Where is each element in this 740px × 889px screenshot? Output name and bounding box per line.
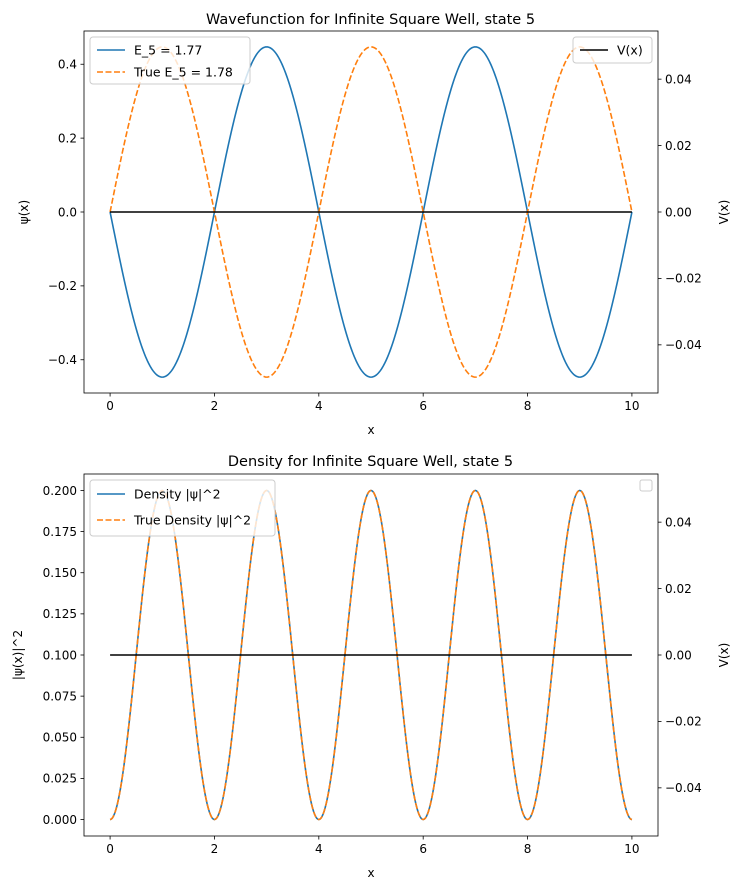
x-tick-label: 2 — [211, 399, 219, 413]
y-axis-right-label: V(x) — [717, 200, 731, 225]
y-tick-label: 0.000 — [43, 813, 77, 827]
x-tick-label: 6 — [419, 399, 427, 413]
legend-entry: True E_5 = 1.78 — [133, 65, 233, 80]
y-tick-label: 0.150 — [43, 566, 77, 580]
series-line-computed — [109, 46, 633, 378]
y-axis-label: |ψ(x)|^2 — [11, 630, 25, 680]
y-tick-label: 0.025 — [43, 772, 77, 786]
y-axis-right: −0.04 −0.02 0.00 0.02 0.04 — [658, 515, 702, 795]
y-tick-label: 0.200 — [43, 484, 77, 498]
x-tick-label: 10 — [624, 399, 639, 413]
y-right-tick-label: 0.00 — [665, 205, 692, 219]
y-tick-label: 0.175 — [43, 525, 77, 539]
y-right-tick-label: −0.02 — [665, 715, 702, 729]
y-tick-label: 0.100 — [43, 648, 77, 662]
y-axis-label: ψ(x) — [17, 200, 31, 224]
legend-box — [89, 479, 276, 537]
x-tick-label: 4 — [315, 399, 323, 413]
series-lines — [109, 489, 633, 821]
x-tick-label: 8 — [524, 842, 532, 856]
legend-left: Density |ψ|^2 True Density |ψ|^2 — [89, 479, 276, 537]
series-lines — [109, 46, 633, 378]
y-axis-right: −0.04 −0.02 0.00 0.02 0.04 — [658, 72, 702, 352]
x-axis: 0 2 4 6 8 10 — [106, 393, 640, 413]
y-right-tick-label: 0.02 — [665, 582, 692, 596]
legend-entry: True Density |ψ|^2 — [133, 513, 251, 528]
x-tick-label: 6 — [419, 842, 427, 856]
legend-entry: Density |ψ|^2 — [134, 487, 221, 502]
x-tick-label: 10 — [624, 842, 639, 856]
y-right-tick-label: 0.00 — [665, 648, 692, 662]
x-axis: 0 2 4 6 8 10 — [106, 836, 640, 856]
y-right-tick-label: −0.04 — [665, 781, 702, 795]
x-tick-label: 0 — [106, 842, 114, 856]
x-tick-label: 4 — [315, 842, 323, 856]
legend-box — [639, 479, 653, 492]
legend-entry: V(x) — [617, 43, 643, 58]
y-right-tick-label: −0.02 — [665, 272, 702, 286]
y-right-tick-label: 0.02 — [665, 139, 692, 153]
y-tick-label: −0.2 — [48, 279, 77, 293]
y-tick-label: −0.4 — [48, 353, 77, 367]
y-axis-left: −0.4 −0.2 0.0 0.2 0.4 — [48, 58, 84, 367]
legend-entry: E_5 = 1.77 — [134, 43, 202, 58]
x-tick-label: 2 — [211, 842, 219, 856]
chart-title: Wavefunction for Infinite Square Well, s… — [206, 12, 535, 28]
y-tick-label: 0.2 — [58, 131, 77, 145]
y-right-tick-label: 0.04 — [665, 515, 692, 529]
x-tick-label: 8 — [524, 399, 532, 413]
x-axis-label: x — [367, 866, 374, 880]
y-tick-label: 0.4 — [58, 58, 77, 72]
y-axis-left: 0.000 0.025 0.050 0.075 0.100 0.125 0.150 0.175… — [43, 484, 84, 827]
legend-left: E_5 = 1.77 True E_5 = 1.78 — [89, 36, 251, 85]
legend-box — [89, 36, 251, 85]
y-tick-label: 0.050 — [43, 731, 77, 745]
legend-right-empty — [639, 479, 653, 492]
density-chart: Density for Infinite Square Well, state … — [11, 454, 731, 880]
legend-right: V(x) — [572, 36, 653, 64]
chart-title: Density for Infinite Square Well, state … — [228, 454, 513, 470]
y-tick-label: 0.125 — [43, 607, 77, 621]
y-right-tick-label: 0.04 — [665, 72, 692, 86]
y-right-tick-label: −0.04 — [665, 338, 702, 352]
y-tick-label: 0.075 — [43, 689, 77, 703]
y-axis-right-label: V(x) — [717, 643, 731, 668]
wavefunction-chart: Wavefunction for Infinite Square Well, s… — [17, 12, 731, 437]
series-line-true — [109, 46, 633, 378]
series-line-true — [109, 489, 633, 821]
legend-box — [572, 36, 653, 64]
x-axis-label: x — [367, 423, 374, 437]
x-tick-label: 0 — [106, 399, 114, 413]
y-tick-label: 0.0 — [58, 205, 77, 219]
